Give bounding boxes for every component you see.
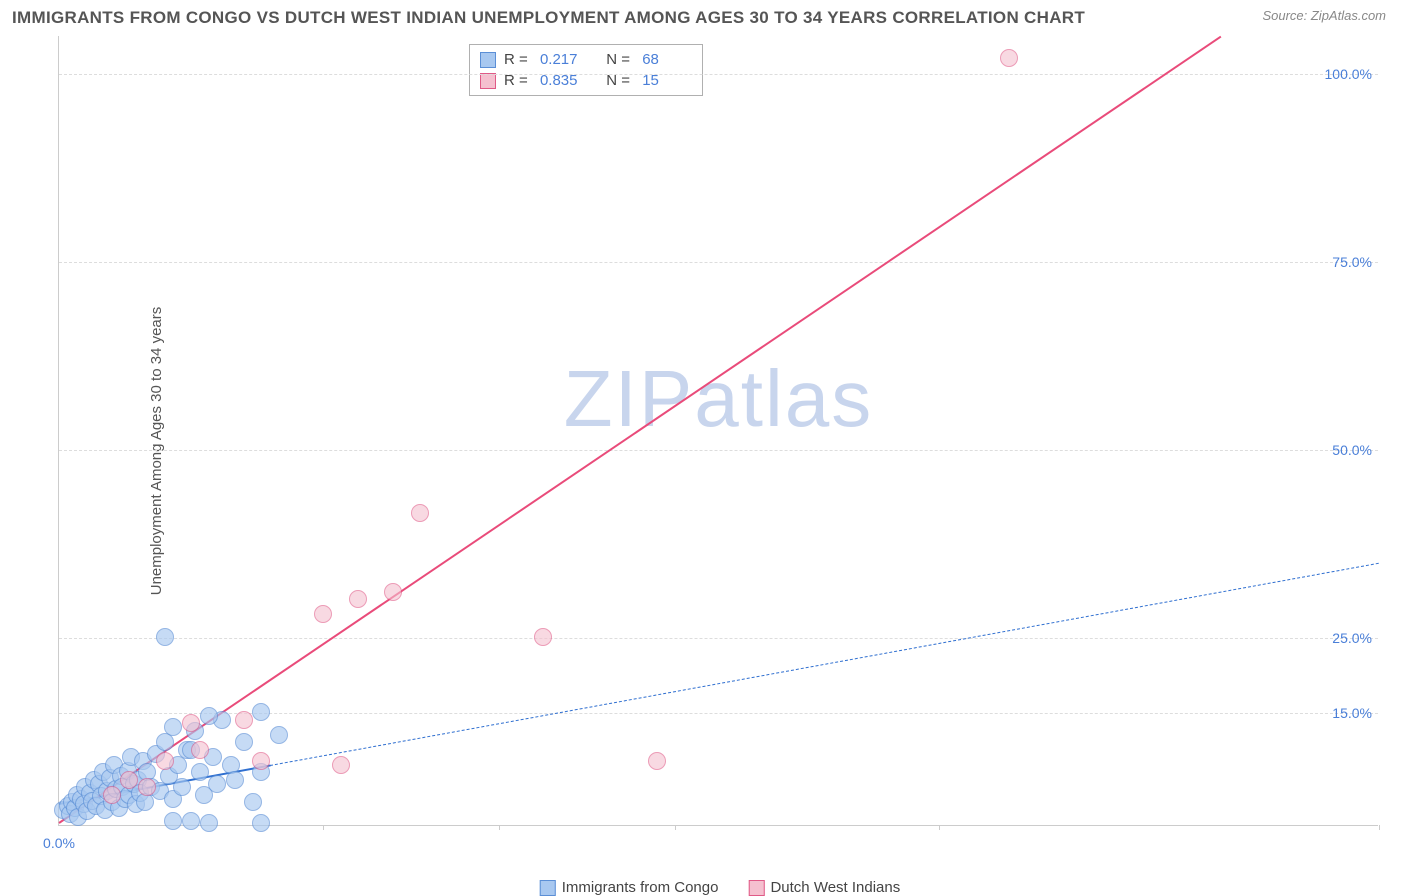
watermark: ZIPatlas: [564, 353, 873, 445]
data-point: [226, 771, 244, 789]
gridline-h: [59, 638, 1378, 639]
series-legend-item: Immigrants from Congo: [540, 879, 719, 896]
plot-area: ZIPatlas R = 0.217 N = 68R = 0.835 N = 1…: [58, 36, 1378, 826]
data-point: [156, 752, 174, 770]
gridline-h: [59, 450, 1378, 451]
chart-title: IMMIGRANTS FROM CONGO VS DUTCH WEST INDI…: [12, 8, 1085, 28]
x-tick-mark: [675, 825, 676, 830]
data-point: [103, 786, 121, 804]
data-point: [235, 711, 253, 729]
y-tick-label: 25.0%: [1332, 630, 1372, 646]
stat-legend-row: R = 0.217 N = 68: [480, 49, 692, 70]
legend-swatch: [480, 73, 496, 89]
x-tick-mark: [939, 825, 940, 830]
x-tick-mark: [499, 825, 500, 830]
stat-n-value: 68: [642, 51, 692, 68]
series-legend: Immigrants from Congo Dutch West Indians: [540, 879, 901, 896]
stat-r-value: 0.217: [540, 51, 590, 68]
data-point: [252, 814, 270, 832]
gridline-h: [59, 74, 1378, 75]
data-point: [270, 726, 288, 744]
legend-swatch: [748, 880, 764, 896]
y-tick-label: 75.0%: [1332, 254, 1372, 270]
data-point: [252, 752, 270, 770]
chart-container: Unemployment Among Ages 30 to 34 years Z…: [50, 36, 1390, 866]
data-point: [164, 718, 182, 736]
gridline-h: [59, 262, 1378, 263]
x-tick-mark: [323, 825, 324, 830]
data-point: [648, 752, 666, 770]
data-point: [252, 703, 270, 721]
watermark-pre: ZIP: [564, 354, 694, 443]
trend-line: [270, 563, 1379, 766]
y-tick-label: 15.0%: [1332, 705, 1372, 721]
data-point: [182, 812, 200, 830]
series-legend-label: Dutch West Indians: [770, 879, 900, 896]
x-tick-mark: [1379, 825, 1380, 830]
stat-r-label: R =: [504, 51, 532, 68]
data-point: [208, 775, 226, 793]
data-point: [314, 605, 332, 623]
data-point: [235, 733, 253, 751]
data-point: [244, 793, 262, 811]
data-point: [411, 504, 429, 522]
data-point: [164, 812, 182, 830]
series-legend-item: Dutch West Indians: [748, 879, 900, 896]
trend-line: [58, 36, 1221, 824]
data-point: [349, 590, 367, 608]
data-point: [1000, 49, 1018, 67]
data-point: [120, 771, 138, 789]
data-point: [534, 628, 552, 646]
data-point: [138, 778, 156, 796]
series-legend-label: Immigrants from Congo: [562, 879, 719, 896]
stat-n-label: N =: [598, 51, 634, 68]
data-point: [173, 778, 191, 796]
watermark-post: atlas: [694, 354, 873, 443]
data-point: [200, 814, 218, 832]
data-point: [332, 756, 350, 774]
data-point: [384, 583, 402, 601]
data-point: [191, 763, 209, 781]
data-point: [200, 707, 218, 725]
data-point: [191, 741, 209, 759]
data-point: [156, 628, 174, 646]
correlation-legend: R = 0.217 N = 68R = 0.835 N = 15: [469, 44, 703, 96]
legend-swatch: [480, 52, 496, 68]
data-point: [182, 714, 200, 732]
y-tick-label: 50.0%: [1332, 442, 1372, 458]
x-tick-label: 0.0%: [43, 835, 75, 851]
chart-header: IMMIGRANTS FROM CONGO VS DUTCH WEST INDI…: [0, 0, 1406, 32]
legend-swatch: [540, 880, 556, 896]
y-tick-label: 100.0%: [1325, 66, 1372, 82]
chart-source: Source: ZipAtlas.com: [1262, 8, 1386, 23]
